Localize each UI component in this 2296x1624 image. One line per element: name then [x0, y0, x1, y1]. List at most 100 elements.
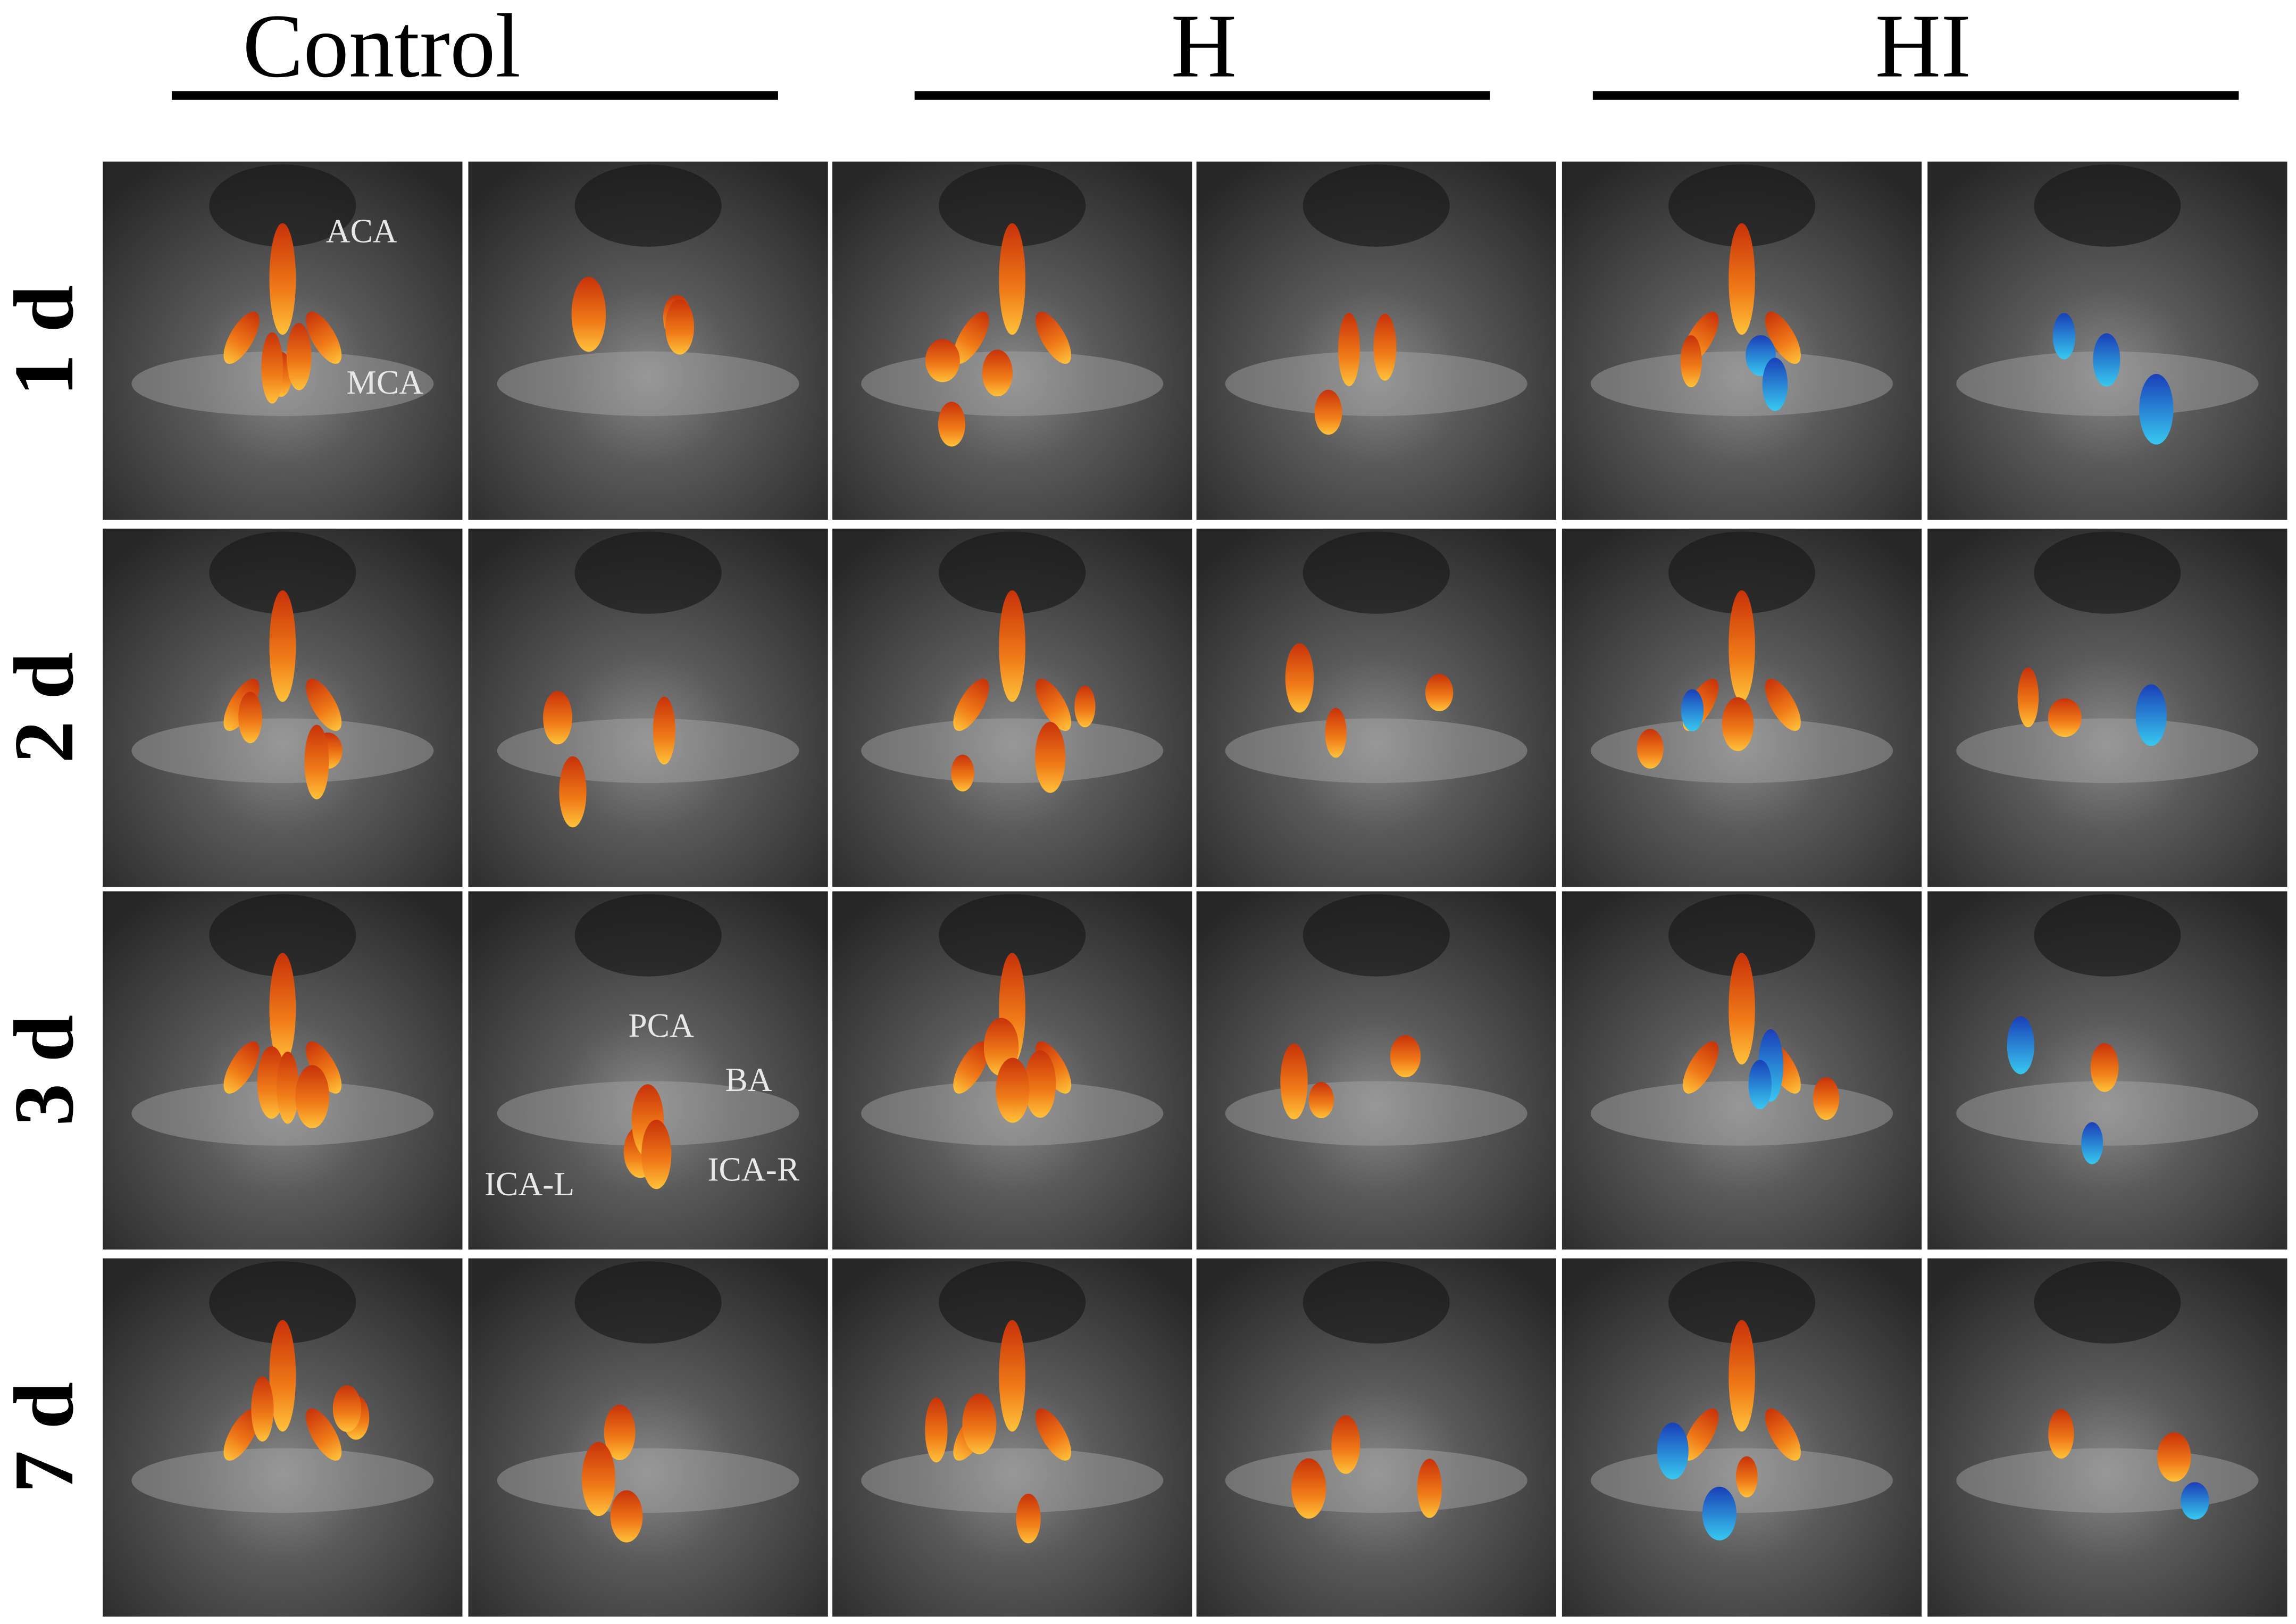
dark-region — [209, 164, 356, 247]
ultrasound-panel — [832, 161, 1192, 520]
tissue-band — [1956, 1448, 2259, 1513]
flow-vessel — [306, 1408, 342, 1461]
ultrasound-panel — [1927, 1258, 2287, 1617]
flow-blob — [653, 696, 675, 765]
ultrasound-panel — [1562, 891, 1922, 1250]
column-header: Control — [243, 0, 521, 97]
flow-blob — [604, 1404, 636, 1460]
flow-blob — [304, 724, 329, 799]
flow-blob — [2052, 313, 2076, 360]
flow-blob — [2048, 1409, 2074, 1459]
dark-region — [1668, 164, 1816, 247]
ultrasound-panel — [1927, 161, 2287, 520]
flow-blob — [938, 402, 965, 447]
dark-region — [2034, 894, 2181, 977]
flow-blob — [1024, 1050, 1056, 1118]
flow-blob — [1285, 643, 1314, 713]
row-label: 1 d — [0, 285, 91, 396]
flow-vessel — [999, 590, 1026, 702]
row-label: 3 d — [0, 1015, 91, 1126]
flow-blob — [2135, 684, 2167, 746]
ultrasound-panel — [832, 1258, 1192, 1617]
flow-blob — [2157, 1432, 2191, 1482]
flow-blob — [581, 1442, 616, 1517]
flow-blob — [261, 332, 283, 404]
tissue-band — [131, 1448, 434, 1513]
tissue-band — [1225, 718, 1527, 784]
dark-region — [2034, 1261, 2181, 1344]
flow-vessel — [1035, 1408, 1072, 1461]
flow-vessel — [999, 223, 1026, 335]
dark-region — [574, 1261, 722, 1344]
flow-vessel — [269, 590, 296, 702]
dark-region — [574, 164, 722, 247]
dark-region — [939, 164, 1086, 247]
flow-blob — [925, 339, 960, 382]
flow-blob — [2139, 373, 2174, 445]
flow-vessel — [1729, 953, 1755, 1065]
dark-region — [1303, 531, 1450, 614]
flow-vessel — [223, 1408, 260, 1461]
tissue-band — [497, 718, 799, 784]
labels: 1 d 2 d 3 d 7 d ACA MCA PCA BA ICA-L ICA-R — [0, 212, 800, 1493]
dark-region — [574, 531, 722, 614]
ultrasound-panel — [1562, 528, 1922, 887]
tissue-band — [1225, 351, 1527, 417]
flow-blob — [286, 323, 312, 390]
vessel-annotation: BA — [725, 1061, 772, 1098]
flow-blob — [2017, 667, 2039, 728]
flow-blob — [1016, 1493, 1041, 1544]
flow-blob — [2007, 1016, 2034, 1075]
flow-vessel — [306, 678, 342, 731]
flow-blob — [1681, 689, 1704, 731]
flow-blob — [610, 1490, 643, 1543]
flow-blob — [925, 1397, 948, 1463]
tissue-band — [861, 718, 1164, 784]
flow-vessel — [223, 311, 260, 364]
tissue-band — [1590, 351, 1893, 417]
flow-blob — [238, 692, 262, 744]
flow-vessel — [1683, 1408, 1719, 1461]
flow-blob — [1035, 722, 1066, 793]
flow-blob — [996, 1057, 1030, 1123]
flow-vessel — [1765, 1408, 1801, 1461]
flow-blob — [2093, 333, 2120, 387]
flow-blob — [1702, 1486, 1736, 1540]
dark-region — [1668, 1261, 1816, 1344]
flow-vessel — [223, 1041, 260, 1094]
flow-vessel — [1035, 311, 1072, 364]
flow-vessel — [306, 311, 342, 364]
ultrasound-panel — [468, 528, 828, 887]
flow-blob — [571, 277, 606, 352]
dark-region — [574, 894, 722, 977]
vessel-annotation: PCA — [628, 1006, 694, 1044]
flow-blob — [1637, 729, 1664, 769]
flow-blob — [1325, 707, 1347, 758]
dark-region — [2034, 531, 2181, 614]
flow-blob — [1762, 357, 1788, 411]
flow-vessel — [1765, 678, 1801, 731]
flow-blob — [1308, 1082, 1334, 1119]
flow-blob — [1373, 313, 1397, 381]
ultrasound-panel — [468, 161, 828, 520]
tissue-band — [1225, 1448, 1527, 1513]
ultrasound-panel — [1562, 161, 1922, 520]
dark-region — [1303, 1261, 1450, 1344]
flow-blob — [1657, 1422, 1689, 1480]
flow-blob — [543, 691, 572, 745]
ultrasound-panel — [103, 161, 463, 520]
vessel-annotation: ICA-L — [485, 1165, 574, 1203]
flow-blob — [982, 349, 1013, 397]
flow-blob — [1680, 335, 1702, 388]
ultrasound-panel — [1196, 1258, 1556, 1617]
ultrasound-panel — [1927, 528, 2287, 887]
flow-blob — [2048, 698, 2082, 737]
tissue-band — [131, 718, 434, 784]
ultrasound-panel — [1196, 161, 1556, 520]
flow-blob — [559, 756, 587, 828]
ultrasound-panel — [1562, 1258, 1922, 1617]
ultrasound-panel — [103, 528, 463, 887]
flow-blob — [1291, 1458, 1326, 1519]
ultrasound-panel — [103, 1258, 463, 1617]
